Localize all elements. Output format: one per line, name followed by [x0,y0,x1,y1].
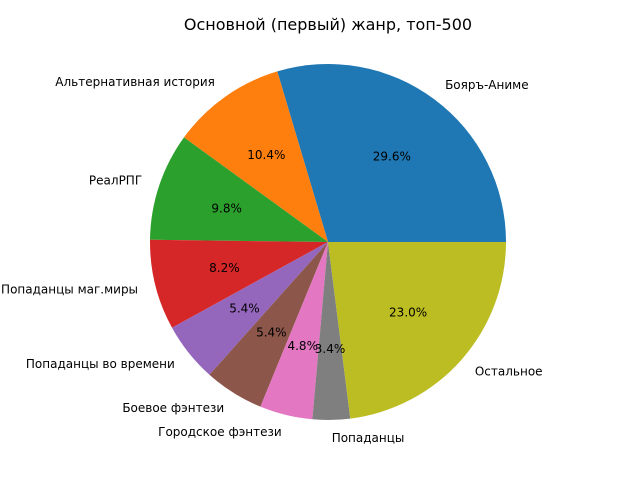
pie-slice-8 [312,242,351,420]
pie-labels: 29.6% Бояръ-Аниме 10.4% Альтернативная исто… [1,75,543,445]
pie-percent-label: 4.8% [287,339,318,353]
pie-slice-9 [328,242,506,419]
pie-slice-6 [209,242,328,407]
pie-percent-label: 5.4% [229,302,260,316]
pie-percent-label: 10.4% [247,148,285,162]
pie-category-label: Альтернативная история [55,75,215,89]
pie-category-label: Попаданцы маг.миры [1,283,138,297]
pie-category-label: Городское фэнтези [158,425,282,439]
pie-percent-label: 5.4% [256,326,287,340]
pie-slice-4 [150,239,328,328]
pie-category-label: Попаданцы [332,431,405,445]
pie-category-label: Боевое фэнтези [122,401,224,415]
pie-category-label: Бояръ-Аниме [445,78,529,92]
pie-category-label: Попаданцы во времени [26,357,175,371]
pie-category-label: Остальное [475,364,543,378]
pie-percent-label: 23.0% [389,306,427,320]
pie-percent-label: 29.6% [373,149,411,163]
chart-title: Основной (первый) жанр, топ-500 [184,15,472,34]
pie-slice-3 [150,137,328,242]
pie-slice-7 [260,242,328,420]
pie-percent-label: 8.2% [209,261,240,275]
pie-category-label: РеалРПГ [89,173,142,187]
pie-slice-2 [183,71,328,243]
pie-percent-label: 3.4% [315,342,346,356]
pie-slice-5 [172,242,328,375]
pie-slices [150,64,506,420]
pie-percent-label: 9.8% [211,201,242,215]
pie-slice-1 [277,64,506,243]
